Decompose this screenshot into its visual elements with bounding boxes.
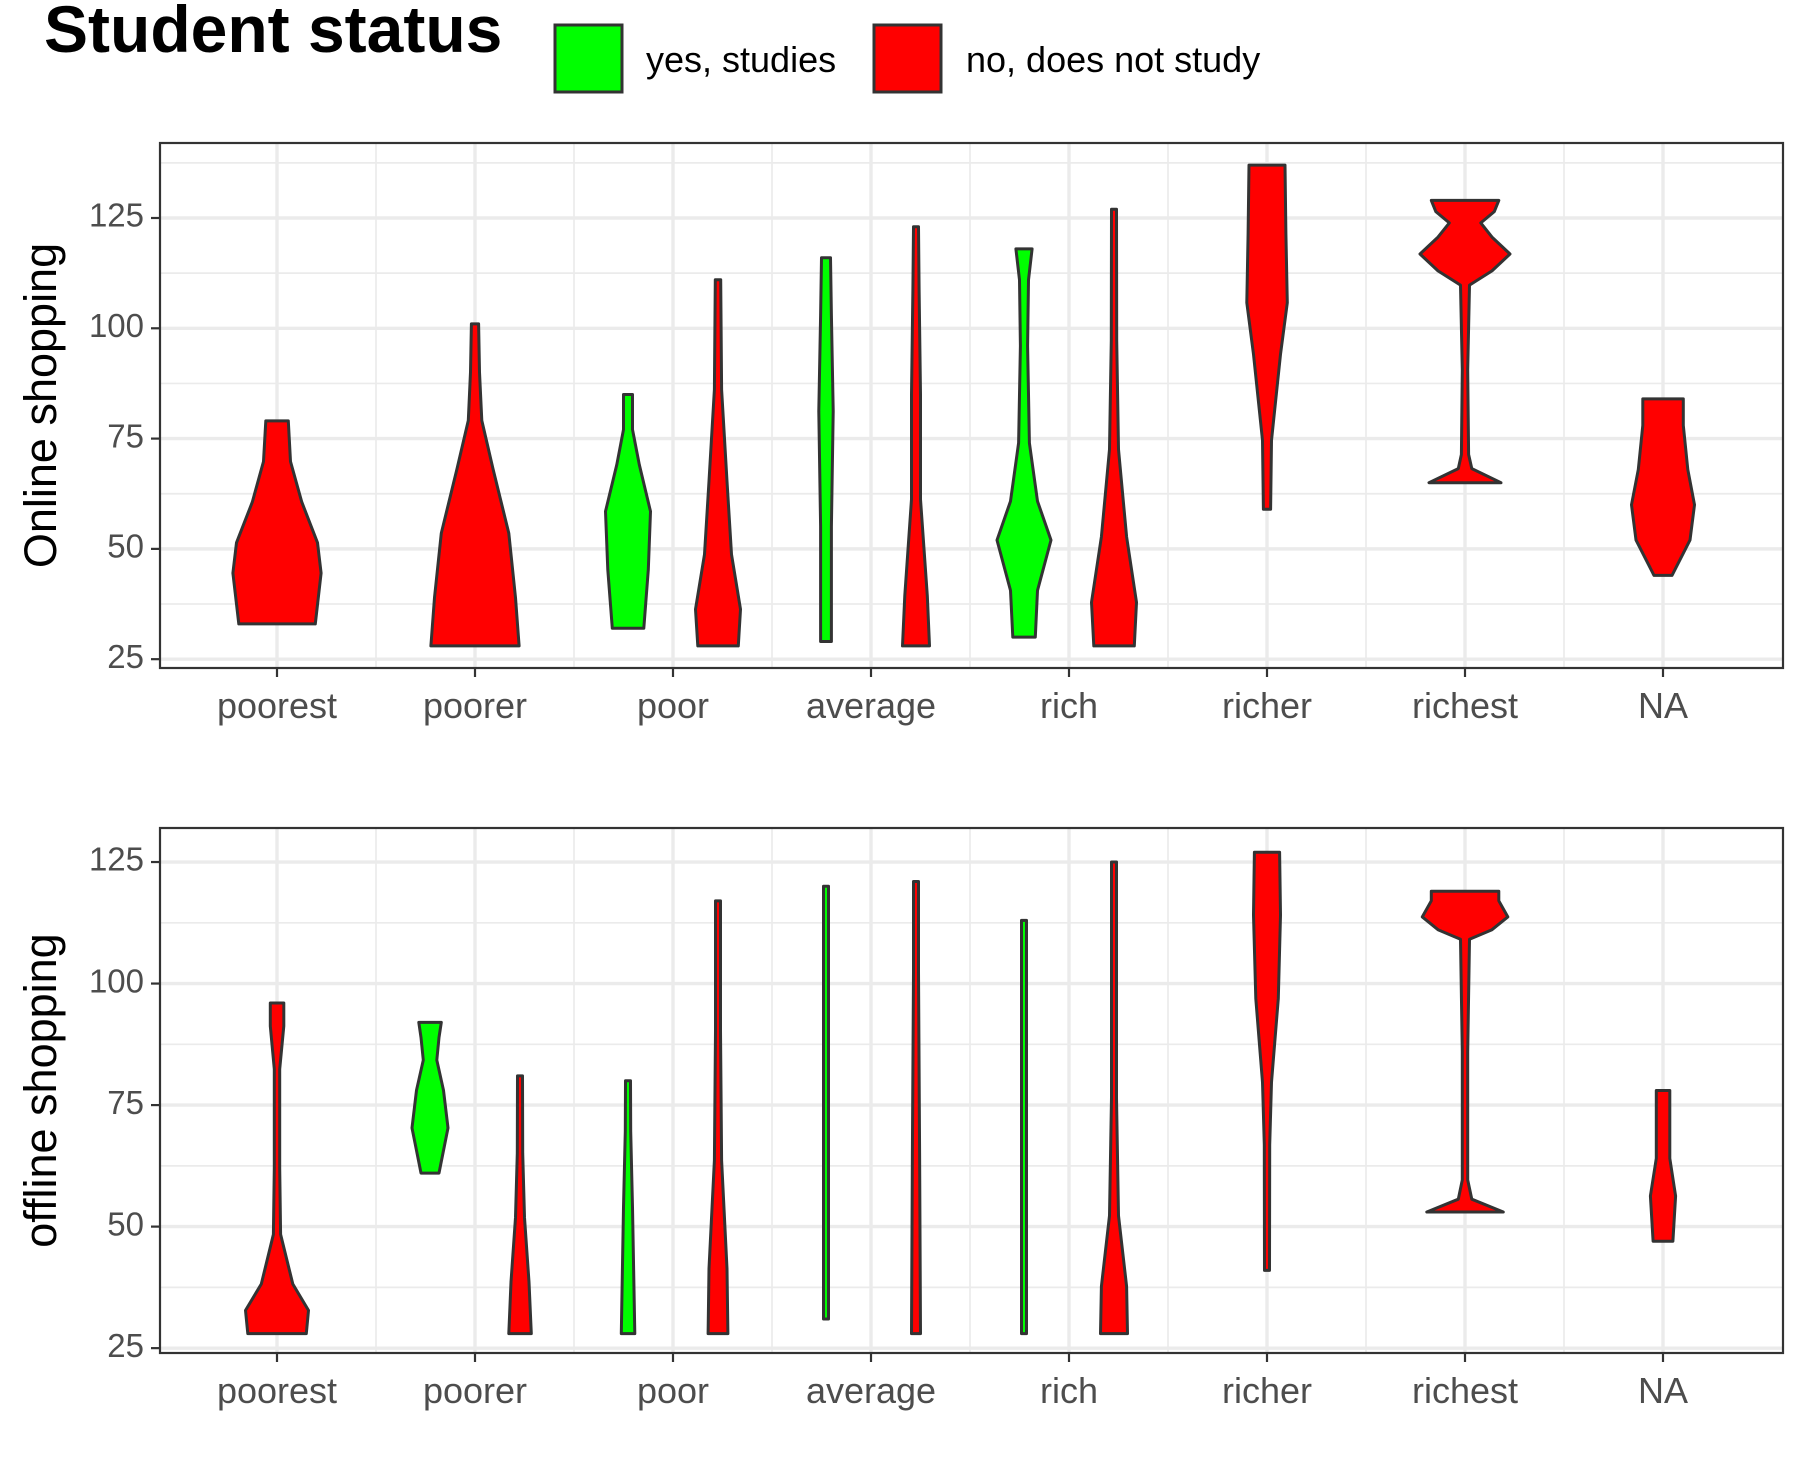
panel-offline-shopping: 25 50 75 100 125 poorest poorer poor average rich… [15, 826, 1785, 1411]
x-tick-label-poorer: poorer [423, 685, 527, 726]
legend: Student status yes, studies no, does not… [44, 0, 1260, 94]
x-tick-label-na: NA [1638, 1370, 1688, 1411]
x-tick-label-rich: rich [1040, 1370, 1098, 1411]
legend-label-not-study: no, does not study [966, 39, 1260, 80]
violin-average-studies [822, 884, 830, 1321]
y-tick-label: 125 [89, 197, 144, 234]
violin-average-studies [817, 256, 835, 643]
violin-richest-not-study [1418, 198, 1512, 485]
x-tick-label-richest: richest [1412, 1370, 1518, 1411]
violin-poor-studies [604, 393, 652, 630]
x-tick-label-average: average [806, 1370, 936, 1411]
x-tick-label-na: NA [1638, 685, 1688, 726]
y-axis-title: offline shopping [15, 933, 66, 1247]
y-tick-label: 25 [107, 1327, 144, 1364]
violin-poor-studies [619, 1079, 637, 1336]
violin-poorer-not-study [429, 322, 521, 648]
violin-poorer-not-study [507, 1074, 533, 1336]
legend-swatch-studies [553, 23, 624, 94]
y-tick-label: 75 [107, 1084, 144, 1121]
violin-NA-not-study [1630, 397, 1696, 577]
violin-rich-not-study [1090, 207, 1138, 648]
y-tick-label: 125 [89, 841, 144, 878]
violin-rich-studies [1020, 918, 1028, 1336]
x-tick-label-poor: poor [637, 1370, 709, 1411]
x-tick-label-poorest: poorest [217, 685, 337, 726]
y-tick-label: 25 [107, 638, 144, 675]
violin-poorest-not-study [244, 1001, 310, 1336]
violin-rich-studies [995, 247, 1053, 639]
y-tick-label: 50 [107, 528, 144, 565]
panel-online-shopping: 25 50 75 100 125 poorest poorer poor average rich… [15, 141, 1785, 726]
x-tick-label-poorest: poorest [217, 1370, 337, 1411]
legend-label-studies: yes, studies [646, 39, 836, 80]
x-tick-label-poorer: poorer [423, 1370, 527, 1411]
y-tick-label: 100 [89, 307, 144, 344]
y-tick-label: 50 [107, 1205, 144, 1242]
violin-richer-not-study [1252, 850, 1282, 1272]
violin-NA-not-study [1648, 1089, 1678, 1243]
x-tick-label-richer: richer [1222, 685, 1312, 726]
violin-richer-not-study [1245, 163, 1289, 511]
violin-poorer-studies [410, 1020, 450, 1175]
x-tick-label-richer: richer [1222, 1370, 1312, 1411]
legend-title: Student status [44, 0, 502, 66]
y-axis-title: Online shopping [15, 243, 66, 568]
violin-poorest-not-study [231, 419, 323, 626]
x-tick-label-richest: richest [1412, 685, 1518, 726]
violin-average-not-study [910, 880, 922, 1336]
panel-border [158, 826, 1785, 1355]
violin-rich-not-study [1099, 860, 1129, 1336]
y-tick-label: 100 [89, 962, 144, 999]
violin-richest-not-study [1420, 889, 1510, 1214]
x-tick-label-poor: poor [637, 685, 709, 726]
violin-average-not-study [901, 225, 931, 648]
y-tick-label: 75 [107, 417, 144, 454]
x-tick-label-rich: rich [1040, 685, 1098, 726]
violin-poor-not-study [694, 278, 742, 648]
panel-border [158, 141, 1785, 670]
violin-poor-not-study [706, 899, 730, 1336]
legend-swatch-not-study [872, 23, 943, 94]
x-tick-label-average: average [806, 685, 936, 726]
